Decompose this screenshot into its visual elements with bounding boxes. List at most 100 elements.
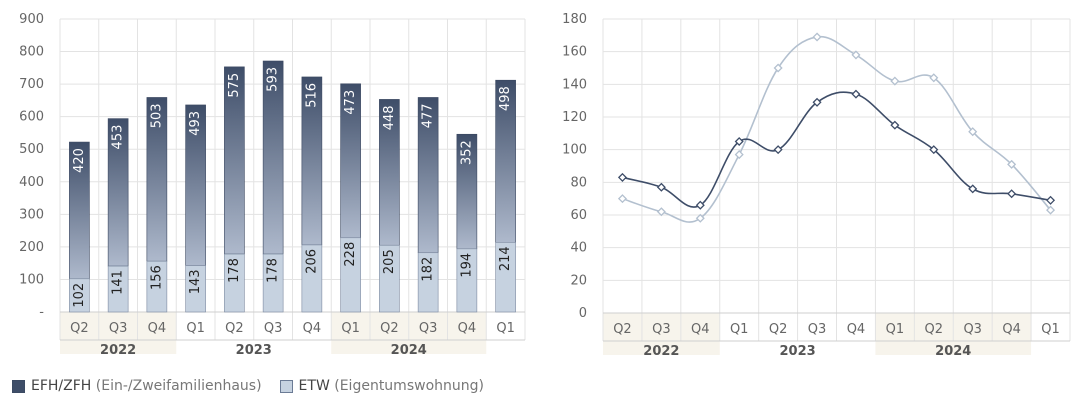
y-tick-label: - bbox=[39, 305, 44, 320]
x-tick-label: Q3 bbox=[109, 321, 128, 336]
y-tick-label: 700 bbox=[19, 77, 44, 92]
stacked-bar-chart: - 100 200 300 400 500 600 700 800 900 Q2 Q3 Q4 Q1 Q2 Q3… bbox=[19, 12, 526, 358]
bar-etw bbox=[224, 253, 245, 313]
y-tick-label: 500 bbox=[19, 142, 44, 157]
marker-etw bbox=[890, 76, 900, 86]
marker-etw bbox=[812, 32, 822, 42]
bar-etw bbox=[69, 278, 90, 313]
marker-etw bbox=[617, 194, 627, 204]
marker-efh bbox=[1046, 195, 1056, 205]
bar-etw bbox=[107, 265, 129, 313]
x-tick-label: Q2 bbox=[70, 321, 89, 336]
data-label-etw: 178 bbox=[227, 258, 242, 283]
x-tick-label: Q2 bbox=[613, 322, 632, 337]
y-tick-label: 120 bbox=[562, 110, 587, 125]
data-label-efh: 516 bbox=[304, 83, 319, 108]
data-label-etw: 228 bbox=[343, 242, 358, 267]
data-label-etw: 141 bbox=[111, 270, 126, 295]
data-label-etw: 178 bbox=[266, 258, 281, 283]
x-tick-label: Q4 bbox=[148, 321, 167, 336]
y-tick-label: 40 bbox=[570, 241, 587, 256]
marker-etw bbox=[1007, 159, 1017, 169]
year-label: 2023 bbox=[236, 343, 272, 358]
x-tick-label: Q4 bbox=[1002, 322, 1021, 337]
x-tick-label: Q2 bbox=[769, 322, 788, 337]
data-label-efh: 575 bbox=[227, 73, 242, 98]
x-tick-label: Q3 bbox=[264, 321, 283, 336]
bar-etw bbox=[301, 244, 323, 313]
year-label: 2024 bbox=[935, 344, 971, 359]
data-label-efh: 448 bbox=[382, 105, 397, 130]
year-label: 2022 bbox=[100, 343, 136, 358]
x-tick-label: Q1 bbox=[886, 322, 905, 337]
year-label: 2022 bbox=[643, 344, 679, 359]
x-tick-label: Q1 bbox=[341, 321, 360, 336]
y-tick-label: 180 bbox=[562, 12, 587, 27]
y-tick-label: 800 bbox=[19, 45, 44, 60]
marker-efh bbox=[734, 136, 744, 147]
legend-label-etw: ETW bbox=[298, 378, 330, 394]
x-tick-label: Q4 bbox=[303, 321, 322, 336]
marker-efh bbox=[617, 172, 627, 182]
legend-swatch-etw bbox=[279, 379, 293, 393]
data-label-etw: 102 bbox=[72, 283, 87, 308]
marker-efh bbox=[851, 89, 861, 99]
y-tick-label: 80 bbox=[570, 175, 587, 190]
bar-etw bbox=[146, 260, 168, 313]
data-label-efh: 473 bbox=[343, 90, 358, 115]
data-label-etw: 143 bbox=[188, 269, 203, 294]
data-label-efh: 493 bbox=[188, 111, 203, 136]
marker-etw bbox=[929, 73, 939, 83]
x-tick-label: Q3 bbox=[808, 322, 827, 337]
data-label-etw: 182 bbox=[421, 257, 436, 282]
legend-item-etw[interactable]: ETW (Eigentumswohnung) bbox=[279, 378, 484, 394]
marker-efh bbox=[1007, 189, 1017, 199]
legend-desc-etw: (Eigentumswohnung) bbox=[334, 378, 484, 394]
marker-etw bbox=[851, 50, 861, 60]
x-tick-label: Q1 bbox=[1041, 322, 1060, 337]
data-label-efh: 498 bbox=[498, 86, 513, 111]
marker-etw bbox=[1046, 205, 1056, 215]
marker-efh bbox=[773, 145, 783, 155]
bar-etw bbox=[456, 248, 478, 313]
x-tick-label: Q2 bbox=[225, 321, 244, 336]
x-tick-label: Q4 bbox=[847, 322, 866, 337]
data-label-etw: 206 bbox=[304, 249, 319, 274]
y-tick-label: 100 bbox=[19, 272, 44, 287]
year-label: 2024 bbox=[391, 343, 427, 358]
data-label-efh: 420 bbox=[72, 148, 87, 173]
data-label-efh: 453 bbox=[111, 125, 126, 150]
bar-etw bbox=[417, 252, 439, 313]
marker-efh bbox=[695, 200, 705, 210]
data-label-etw: 194 bbox=[459, 253, 474, 278]
x-tick-label: Q4 bbox=[458, 321, 477, 336]
bar-etw bbox=[495, 242, 516, 313]
x-tick-label: Q3 bbox=[963, 322, 982, 337]
x-tick-label: Q3 bbox=[652, 322, 671, 337]
legend-item-efh[interactable]: EFH/ZFH (Ein-/Zweifamilienhaus) bbox=[12, 378, 262, 394]
marker-etw bbox=[695, 213, 705, 223]
marker-etw bbox=[968, 127, 978, 137]
x-tick-label: Q1 bbox=[730, 322, 749, 337]
legend: EFH/ZFH (Ein-/Zweifamilienhaus) ETW (Eig… bbox=[12, 378, 502, 394]
marker-efh bbox=[656, 182, 666, 192]
data-label-etw: 205 bbox=[382, 249, 397, 274]
line-chart: 0 20 40 60 80 100 120 140 160 180 Q2 Q3 Q4 Q1 Q2 Q3 Q4 Q1… bbox=[562, 12, 1071, 359]
bar-etw bbox=[185, 265, 206, 313]
y-tick-label: 300 bbox=[19, 207, 44, 222]
data-label-efh: 593 bbox=[266, 67, 281, 92]
y-tick-label: 200 bbox=[19, 240, 44, 255]
data-label-efh: 477 bbox=[421, 103, 436, 128]
marker-efh bbox=[929, 145, 939, 155]
y-tick-label: 60 bbox=[570, 208, 587, 223]
marker-etw bbox=[773, 63, 783, 73]
x-tick-label: Q1 bbox=[496, 321, 515, 336]
data-label-etw: 156 bbox=[149, 265, 164, 290]
y-tick-label: 140 bbox=[562, 77, 587, 92]
year-band bbox=[603, 313, 720, 355]
x-tick-label: Q4 bbox=[691, 322, 710, 337]
legend-label-efh: EFH/ZFH bbox=[31, 378, 92, 394]
y-tick-label: 900 bbox=[19, 12, 44, 27]
marker-etw bbox=[656, 207, 666, 217]
x-tick-label: Q2 bbox=[925, 322, 944, 337]
